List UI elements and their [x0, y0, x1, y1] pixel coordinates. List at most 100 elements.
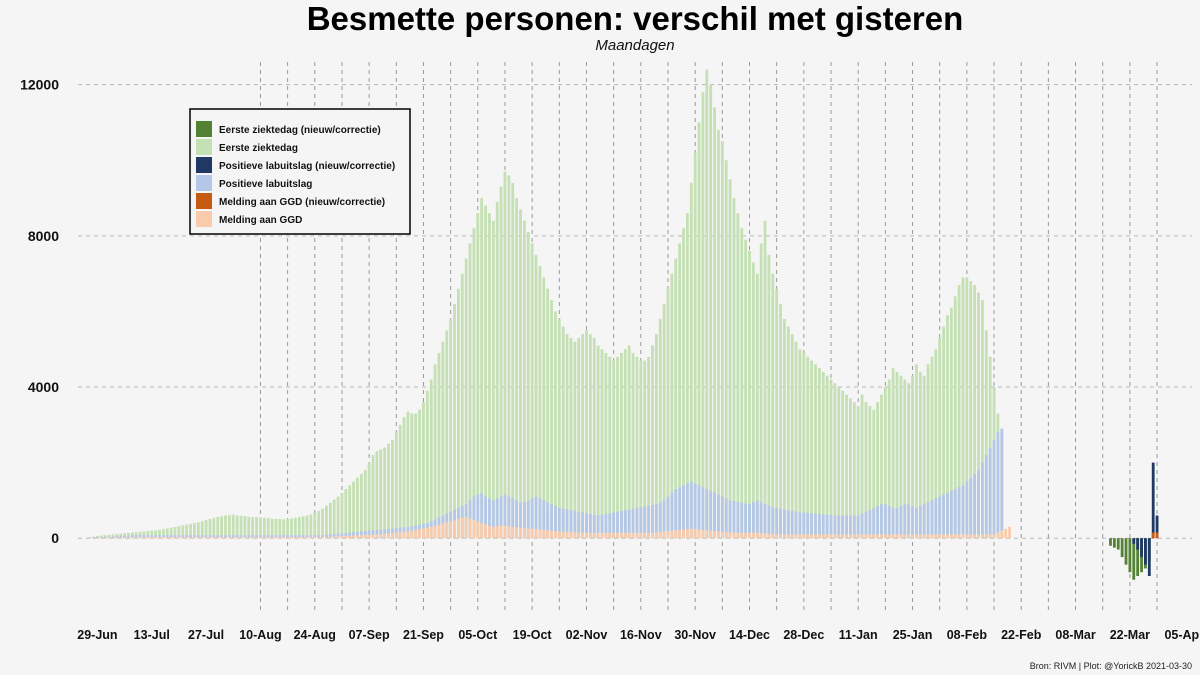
bar-eerste-nieuw — [1132, 538, 1136, 580]
bar-melding-ggd — [472, 520, 476, 539]
bar-positieve-labuitslag — [973, 473, 977, 539]
bar-positieve-labuitslag — [977, 470, 980, 539]
bar-melding-ggd — [922, 534, 926, 539]
x-tick-label: 24-Aug — [294, 628, 336, 642]
bar-melding-ggd — [130, 537, 134, 539]
bar-positieve-labuitslag — [204, 535, 208, 539]
bar-positieve-labuitslag — [674, 489, 678, 539]
bar-melding-ggd — [771, 533, 775, 539]
bar-eerste-ziektedag — [383, 447, 387, 539]
bar-positieve-labuitslag — [856, 515, 860, 539]
bar-eerste-ziektedag — [720, 141, 724, 539]
bar-positieve-labuitslag — [216, 535, 220, 539]
bar-melding-ggd — [903, 534, 907, 539]
bar-positieve-labuitslag — [899, 506, 903, 539]
bar-eerste-ziektedag — [429, 379, 433, 539]
bar-positieve-labuitslag — [767, 505, 771, 539]
bar-eerste-ziektedag — [689, 182, 693, 539]
bar-positieve-labuitslag — [379, 529, 383, 539]
bar-positieve-labuitslag — [810, 513, 814, 539]
bar-eerste-ziektedag — [938, 337, 942, 539]
bar-eerste-ziektedag — [379, 449, 383, 539]
bar-melding-ggd — [398, 532, 402, 539]
bar-eerste-ziektedag — [814, 364, 817, 539]
bar-eerste-ziektedag — [309, 514, 313, 539]
bar-positieve-labuitslag — [608, 513, 612, 539]
bar-melding-ggd — [406, 531, 410, 539]
bar-melding-ggd — [414, 529, 418, 539]
bar-melding-ggd — [654, 532, 658, 539]
bar-positieve-labuitslag — [367, 530, 371, 539]
bar-positieve-labuitslag — [724, 498, 728, 539]
bar-positieve-labuitslag — [713, 492, 716, 539]
bar-eerste-ziektedag — [942, 326, 945, 539]
bar-positieve-labuitslag — [92, 537, 95, 539]
bar-eerste-ziektedag — [713, 107, 716, 539]
bar-eerste-ziektedag — [456, 288, 460, 539]
bar-eerste-ziektedag — [701, 92, 705, 539]
bar-melding-ggd — [651, 532, 654, 539]
bar-positieve-labuitslag — [247, 535, 251, 539]
bar-eerste-ziektedag — [161, 529, 165, 539]
bar-positieve-labuitslag — [643, 506, 647, 539]
bar-positieve-labuitslag — [301, 535, 305, 539]
bar-positieve-labuitslag — [111, 536, 115, 539]
bar-eerste-ziektedag — [868, 405, 872, 539]
y-tick-label: 0 — [51, 530, 59, 546]
bar-eerste-ziektedag — [903, 379, 907, 539]
bar-positieve-labuitslag — [293, 535, 297, 539]
bar-melding-ggd — [1004, 528, 1008, 539]
bar-melding-nieuw — [1155, 532, 1159, 539]
bar-melding-ggd — [379, 534, 383, 539]
bar-positieve-labuitslag — [581, 512, 584, 539]
bar-eerste-ziektedag — [453, 303, 456, 539]
bar-positieve-labuitslag — [488, 498, 491, 539]
bar-positieve-labuitslag — [946, 492, 949, 539]
bar-melding-ggd — [340, 536, 344, 539]
bar-melding-ggd — [317, 537, 321, 539]
bar-positieve-labuitslag — [542, 500, 546, 539]
bar-eerste-ziektedag — [231, 514, 235, 539]
bar-eerste-ziektedag — [375, 451, 379, 539]
bar-positieve-labuitslag — [352, 532, 355, 539]
bar-positieve-labuitslag — [883, 504, 887, 539]
bar-eerste-ziektedag — [806, 356, 810, 539]
bar-eerste-ziektedag — [371, 455, 375, 539]
bar-melding-ggd — [883, 534, 887, 539]
bar-melding-ggd — [577, 532, 581, 539]
bar-melding-ggd — [868, 534, 872, 539]
bar-melding-ggd — [678, 529, 682, 539]
bar-melding-ggd — [643, 532, 647, 539]
bar-melding-ggd — [519, 527, 522, 539]
bar-eerste-ziektedag — [301, 516, 305, 539]
bar-melding-ggd — [887, 534, 891, 539]
bar-melding-ggd — [542, 529, 546, 539]
bar-melding-ggd — [123, 537, 126, 539]
bar-melding-ggd — [561, 531, 565, 539]
bar-eerste-ziektedag — [627, 345, 631, 539]
bar-melding-ggd — [946, 534, 949, 539]
bar-melding-ggd — [860, 534, 864, 539]
bar-melding-ggd — [138, 537, 142, 539]
bar-melding-ggd — [422, 528, 425, 539]
bar-eerste-ziektedag — [926, 364, 930, 539]
bar-melding-ggd — [810, 534, 814, 539]
bar-positieve-labuitslag — [666, 496, 670, 539]
bar-eerste-ziektedag — [798, 349, 802, 539]
bar-positieve-labuitslag — [736, 501, 740, 539]
bar-positieve-labuitslag — [507, 496, 511, 539]
bar-eerste-ziektedag — [771, 273, 775, 539]
bar-eerste-ziektedag — [165, 528, 169, 539]
bar-melding-ggd — [596, 532, 600, 539]
bar-positief-nieuw — [1132, 538, 1136, 544]
bar-melding-ggd — [293, 537, 297, 539]
bar-positieve-labuitslag — [880, 504, 883, 539]
bar-eerste-ziektedag — [557, 318, 561, 539]
bar-melding-ggd — [371, 534, 375, 539]
bar-melding-ggd — [526, 528, 530, 539]
y-axis: 0 4000 8000 12000 — [20, 77, 59, 547]
bar-eerste-ziektedag — [965, 277, 969, 539]
bar-positieve-labuitslag — [771, 507, 775, 539]
bar-melding-ggd — [274, 537, 278, 539]
